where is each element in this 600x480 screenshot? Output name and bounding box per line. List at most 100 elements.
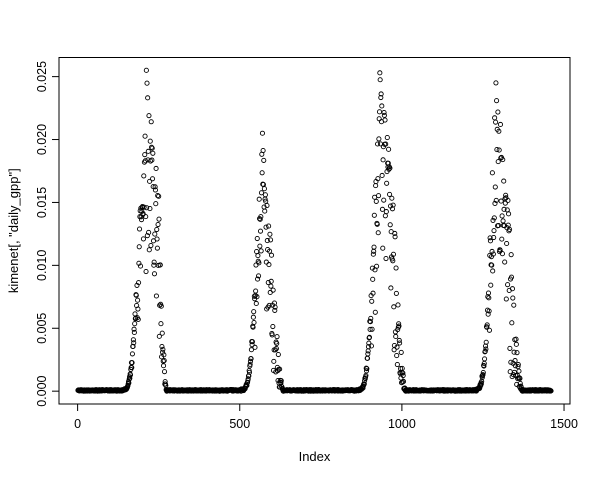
- data-point: [161, 357, 167, 364]
- data-point: [481, 363, 487, 369]
- y-tick-label: 0.025: [35, 61, 49, 92]
- data-point: [144, 233, 150, 239]
- data-point: [155, 193, 161, 199]
- data-point: [254, 235, 260, 242]
- data-point: [133, 292, 139, 298]
- data-point: [384, 135, 390, 141]
- data-point: [394, 344, 400, 350]
- data-point: [261, 157, 267, 163]
- data-point: [152, 187, 158, 193]
- data-point: [145, 148, 151, 154]
- data-point: [148, 144, 155, 150]
- data-point: [262, 192, 268, 198]
- data-point: [548, 388, 554, 394]
- data-point: [268, 252, 275, 258]
- data-point: [258, 190, 265, 196]
- data-point: [257, 243, 263, 249]
- data-point: [146, 247, 152, 253]
- data-point: [370, 290, 376, 296]
- data-point: [149, 145, 155, 151]
- data-point: [392, 234, 398, 240]
- data-point: [149, 157, 155, 163]
- data-point: [141, 204, 147, 210]
- data-point: [147, 178, 153, 184]
- data-point: [259, 170, 265, 176]
- data-point: [249, 339, 255, 345]
- data-point: [371, 212, 377, 218]
- data-point: [490, 268, 496, 274]
- data-point: [385, 160, 391, 166]
- data-point: [482, 348, 488, 354]
- data-point: [127, 372, 134, 378]
- data-point: [508, 274, 515, 280]
- data-point: [369, 326, 375, 332]
- data-point: [374, 221, 380, 227]
- data-point: [484, 324, 490, 330]
- data-point: [383, 255, 389, 262]
- data-point: [256, 196, 262, 202]
- data-point: [144, 205, 150, 211]
- data-point: [267, 248, 273, 254]
- x-tick-label: 1500: [550, 417, 578, 431]
- data-point: [131, 326, 137, 332]
- data-point: [483, 346, 489, 352]
- data-point: [384, 180, 390, 186]
- data-point: [517, 375, 523, 381]
- data-point: [361, 381, 367, 387]
- data-point: [491, 228, 497, 234]
- data-point: [126, 380, 132, 386]
- data-point: [512, 358, 518, 364]
- data-point: [146, 113, 152, 119]
- data-point: [141, 173, 147, 179]
- data-point: [393, 333, 399, 340]
- data-point: [260, 147, 266, 154]
- x-axis: 0 500 1000 1500: [74, 404, 578, 431]
- data-point: [377, 70, 383, 76]
- data-point: [506, 226, 513, 232]
- data-point: [258, 214, 264, 220]
- data-point: [159, 330, 165, 336]
- data-point: [146, 229, 152, 235]
- data-point: [493, 80, 499, 86]
- data-point: [484, 322, 490, 328]
- data-point: [255, 253, 261, 259]
- data-point: [390, 202, 396, 208]
- data-point: [513, 341, 519, 347]
- data-point: [368, 315, 374, 322]
- data-point: [376, 116, 382, 122]
- data-point: [136, 244, 142, 250]
- data-point: [253, 288, 259, 294]
- data-point: [151, 259, 157, 265]
- data-point: [380, 245, 386, 251]
- data-point: [254, 249, 260, 255]
- data-point: [144, 80, 150, 86]
- data-point: [245, 376, 251, 382]
- data-point: [129, 364, 135, 371]
- data-point: [386, 146, 392, 152]
- data-point: [157, 262, 163, 268]
- data-point: [516, 368, 522, 374]
- data-point: [268, 278, 274, 284]
- data-point: [152, 184, 158, 190]
- data-point: [400, 378, 407, 385]
- data-point: [493, 119, 499, 125]
- data-point: [267, 231, 273, 237]
- data-point: [376, 136, 382, 142]
- data-point: [264, 203, 270, 209]
- data-point: [137, 263, 144, 269]
- data-point: [369, 298, 375, 304]
- data-point: [378, 91, 384, 97]
- data-point: [272, 304, 278, 310]
- data-point: [388, 285, 394, 291]
- data-point: [131, 329, 137, 336]
- data-point: [400, 370, 406, 376]
- data-point: [366, 334, 373, 340]
- data-point: [511, 369, 517, 375]
- data-point: [255, 276, 261, 282]
- data-point: [495, 222, 502, 229]
- data-point: [398, 349, 404, 355]
- data-point: [274, 334, 280, 340]
- data-point: [379, 103, 385, 109]
- data-point: [272, 347, 278, 353]
